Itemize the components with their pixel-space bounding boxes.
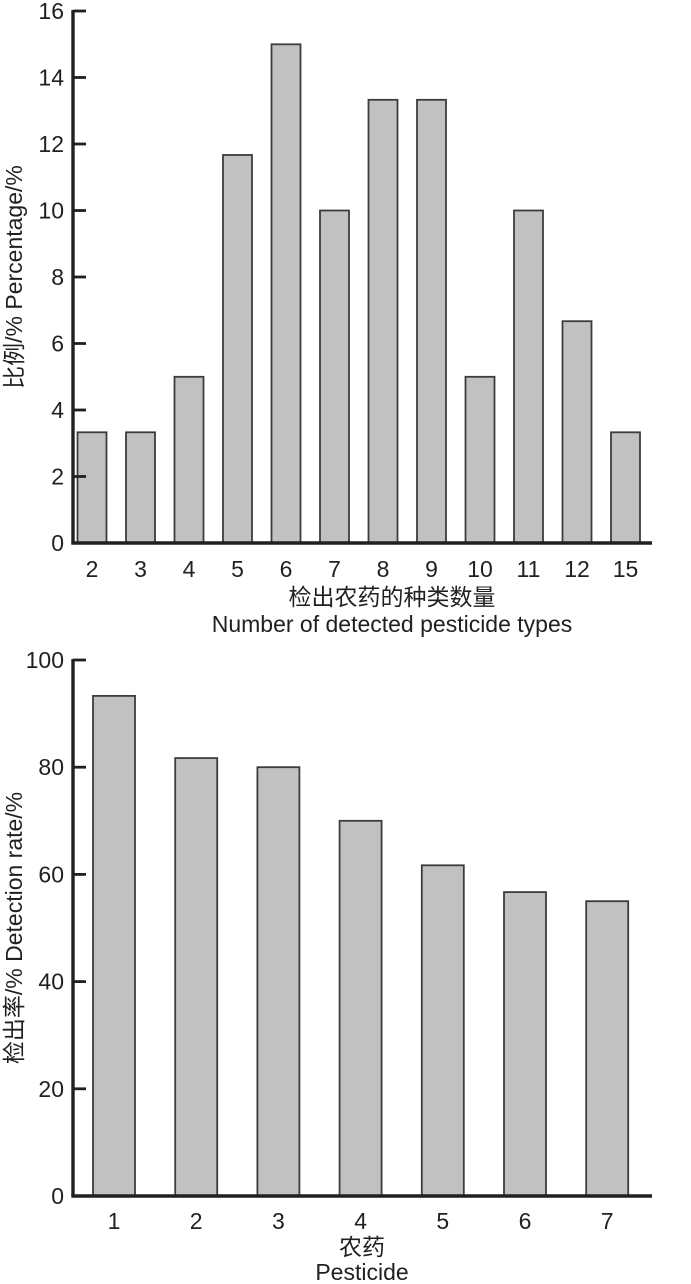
x-tick-label-12: 12	[564, 556, 590, 582]
y-tick-label-16: 16	[38, 0, 64, 24]
bar-10	[464, 375, 496, 544]
x-tick-label-3: 3	[272, 1208, 285, 1234]
x-axis-title-en: Number of detected pesticide types	[212, 611, 573, 637]
y-tick-label-10: 10	[38, 198, 64, 224]
y-axis-title: 比例/% Percentage/%	[1, 165, 27, 389]
bar-2	[174, 757, 219, 1197]
y-tick-label-6: 6	[51, 331, 64, 357]
bar-4	[173, 375, 205, 544]
bar-4	[338, 819, 383, 1197]
bar-6	[270, 43, 302, 544]
x-tick-label-7: 7	[328, 556, 341, 582]
y-tick-label-80: 80	[38, 754, 64, 780]
x-tick-label-6: 6	[519, 1208, 532, 1234]
bar-8	[367, 98, 399, 544]
x-tick-label-10: 10	[467, 556, 493, 582]
bar-3	[256, 766, 301, 1197]
y-axis-title: 检出率/% Detection rate/%	[1, 792, 27, 1064]
bar-2	[76, 431, 108, 544]
bar-11	[513, 209, 544, 544]
x-tick-label-3: 3	[134, 556, 147, 582]
y-tick-label-100: 100	[26, 647, 64, 673]
x-axis-title-en: Pesticide	[315, 1259, 408, 1284]
bar-3	[125, 431, 156, 544]
x-tick-label-2: 2	[86, 556, 99, 582]
y-tick-label-8: 8	[51, 264, 64, 290]
x-axis-title-zh: 检出农药的种类数量	[289, 584, 496, 610]
y-tick-label-60: 60	[38, 861, 64, 887]
bar-12	[561, 320, 593, 544]
bar-1	[92, 695, 136, 1197]
y-tick-label-20: 20	[38, 1076, 64, 1102]
bar-6	[503, 891, 547, 1197]
x-tick-label-6: 6	[280, 556, 293, 582]
x-tick-label-1: 1	[108, 1208, 121, 1234]
x-tick-label-8: 8	[377, 556, 390, 582]
y-tick-label-40: 40	[38, 969, 64, 995]
x-axis-title-zh: 农药	[339, 1234, 385, 1260]
x-tick-label-5: 5	[436, 1208, 449, 1234]
bar-5	[420, 864, 465, 1197]
bar-7	[319, 209, 350, 544]
x-tick-label-11: 11	[517, 556, 541, 582]
bar-5	[222, 154, 253, 544]
bar-7	[585, 900, 630, 1197]
y-tick-label-12: 12	[38, 131, 64, 157]
x-tick-label-2: 2	[190, 1208, 203, 1234]
y-tick-label-14: 14	[38, 65, 64, 91]
bar-15	[610, 431, 641, 544]
x-tick-label-5: 5	[231, 556, 244, 582]
x-tick-label-4: 4	[354, 1208, 367, 1234]
y-tick-label-0: 0	[51, 1183, 64, 1209]
y-tick-label-4: 4	[51, 397, 64, 423]
x-tick-label-7: 7	[601, 1208, 614, 1234]
y-tick-label-0: 0	[51, 530, 64, 556]
x-tick-label-9: 9	[425, 556, 438, 582]
x-tick-label-4: 4	[183, 556, 196, 582]
y-tick-label-2: 2	[51, 464, 64, 490]
x-tick-label-15: 15	[613, 556, 639, 582]
bar-9	[416, 98, 447, 544]
